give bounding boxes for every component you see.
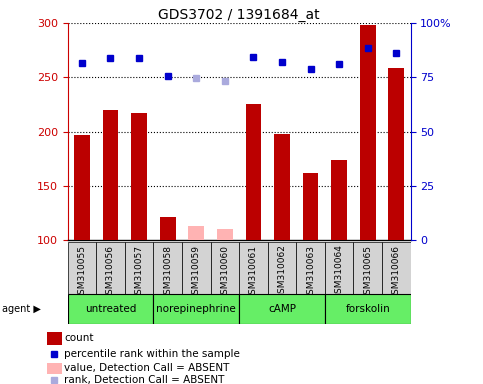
Bar <box>160 217 175 240</box>
Text: GSM310062: GSM310062 <box>277 245 286 300</box>
Bar <box>382 242 411 294</box>
Text: GSM310064: GSM310064 <box>335 245 343 300</box>
Bar <box>47 332 62 345</box>
Bar <box>245 104 261 240</box>
Bar <box>239 294 325 324</box>
Text: untreated: untreated <box>85 304 136 314</box>
Title: GDS3702 / 1391684_at: GDS3702 / 1391684_at <box>158 8 320 22</box>
Bar <box>68 242 96 294</box>
Bar <box>154 242 182 294</box>
Text: GSM310058: GSM310058 <box>163 245 172 300</box>
Bar <box>68 294 154 324</box>
Text: norepinephrine: norepinephrine <box>156 304 236 314</box>
Text: forskolin: forskolin <box>345 304 390 314</box>
Bar <box>102 110 118 240</box>
Text: GSM310060: GSM310060 <box>220 245 229 300</box>
Bar <box>388 68 404 240</box>
Text: GSM310057: GSM310057 <box>135 245 143 300</box>
Text: GSM310063: GSM310063 <box>306 245 315 300</box>
Text: GSM310056: GSM310056 <box>106 245 115 300</box>
Bar <box>131 113 147 240</box>
Text: cAMP: cAMP <box>268 304 296 314</box>
Text: count: count <box>64 333 94 343</box>
Bar <box>239 242 268 294</box>
Text: value, Detection Call = ABSENT: value, Detection Call = ABSENT <box>64 363 229 374</box>
Bar <box>268 242 296 294</box>
Bar <box>154 294 239 324</box>
Bar <box>360 25 376 240</box>
Bar <box>96 242 125 294</box>
Text: agent ▶: agent ▶ <box>2 304 41 314</box>
Text: rank, Detection Call = ABSENT: rank, Detection Call = ABSENT <box>64 375 225 384</box>
Bar <box>274 134 290 240</box>
Text: percentile rank within the sample: percentile rank within the sample <box>64 349 240 359</box>
Bar <box>303 173 318 240</box>
Bar <box>354 242 382 294</box>
Bar <box>74 135 90 240</box>
Text: GSM310065: GSM310065 <box>363 245 372 300</box>
Text: GSM310061: GSM310061 <box>249 245 258 300</box>
Bar <box>217 229 233 240</box>
Text: GSM310059: GSM310059 <box>192 245 201 300</box>
Bar <box>325 242 354 294</box>
Text: GSM310055: GSM310055 <box>77 245 86 300</box>
Bar <box>182 242 211 294</box>
Bar <box>211 242 239 294</box>
Bar <box>325 294 411 324</box>
Bar <box>331 160 347 240</box>
Bar <box>296 242 325 294</box>
Text: GSM310066: GSM310066 <box>392 245 401 300</box>
Bar <box>188 226 204 240</box>
Bar <box>47 362 62 374</box>
Bar <box>125 242 154 294</box>
